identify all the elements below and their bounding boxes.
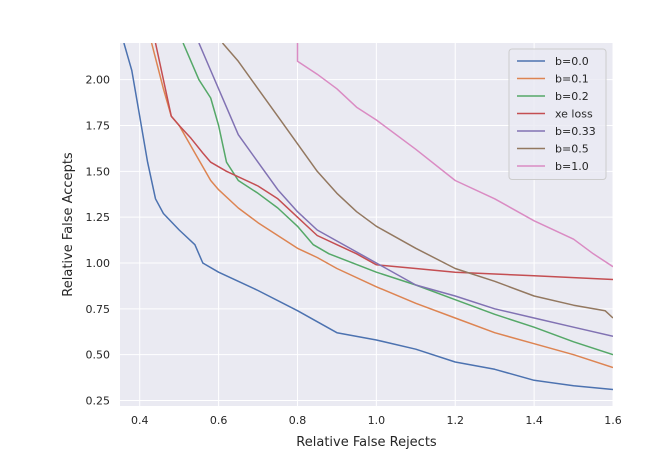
x-tick-label: 1.4	[525, 414, 543, 427]
series-line	[123, 43, 613, 391]
y-tick-labels: 0.25 0.50 0.75 1.00 1.25 1.50 1.75 2.00	[86, 74, 111, 408]
series-line	[198, 43, 613, 338]
y-tick-label: 2.00	[86, 74, 111, 87]
legend-label: b=0.2	[555, 90, 589, 103]
y-tick-label: 1.75	[86, 120, 111, 133]
x-tick-label: 0.4	[131, 414, 149, 427]
legend: b=0.0 b=0.1 b=0.2 xe loss b=0.33 b=0.5 b=1.0	[508, 48, 607, 180]
y-tick-label: 0.50	[86, 349, 111, 362]
legend-frame	[508, 48, 607, 180]
y-tick-label: 1.25	[86, 211, 111, 224]
y-tick-label: 0.25	[86, 395, 111, 408]
x-tick-label: 1.0	[368, 414, 386, 427]
x-tick-label: 1.2	[446, 414, 464, 427]
series-line	[221, 43, 613, 319]
x-tick-label: 0.8	[289, 414, 307, 427]
gridlines	[120, 43, 614, 406]
x-axis-label: Relative False Rejects	[296, 435, 437, 450]
x-tick-label: 1.6	[604, 414, 622, 427]
y-axis-label: Relative False Accepts	[61, 152, 76, 297]
legend-label: b=0.0	[555, 55, 589, 68]
legend-label: b=0.5	[555, 143, 589, 156]
series-line	[154, 43, 613, 281]
legend-label: b=0.33	[555, 125, 596, 138]
x-tick-label: 0.6	[210, 414, 228, 427]
series-line	[296, 43, 613, 268]
legend-label: b=0.1	[555, 73, 589, 86]
legend-label: xe loss	[555, 108, 593, 121]
y-tick-label: 1.00	[86, 257, 111, 270]
series-line	[182, 43, 613, 356]
series-layer	[123, 43, 613, 391]
x-tick-labels: 0.4 0.6 0.8 1.0 1.2 1.4 1.6	[131, 414, 622, 427]
y-tick-label: 1.50	[86, 165, 111, 178]
y-tick-label: 0.75	[86, 303, 111, 316]
legend-label: b=1.0	[555, 160, 589, 173]
